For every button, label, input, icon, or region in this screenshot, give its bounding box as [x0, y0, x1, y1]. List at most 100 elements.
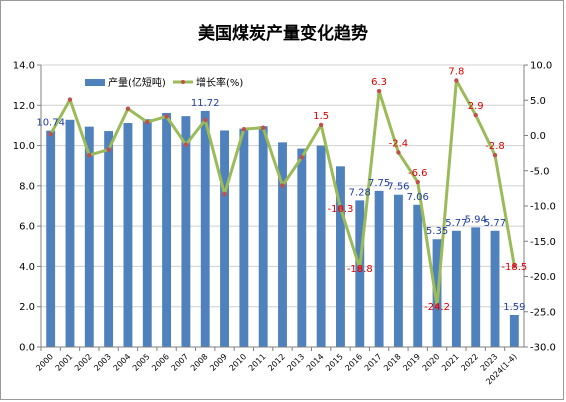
bar — [123, 123, 133, 347]
line-point — [338, 205, 343, 211]
line-point — [48, 131, 53, 137]
bar-value-label: 7.56 — [387, 182, 409, 193]
line-point — [183, 142, 189, 147]
bar — [200, 110, 210, 347]
legend-bar-label: 产量(亿短吨) — [108, 76, 166, 89]
line-point — [454, 78, 459, 83]
right-tick-label: -10.0 — [530, 202, 556, 213]
x-tick-label: 2006 — [150, 352, 171, 373]
right-tick-label: -30.0 — [530, 343, 556, 354]
line-point — [396, 150, 401, 155]
bar — [104, 131, 114, 347]
bar-value-label: 7.75 — [368, 178, 390, 189]
x-tick-label: 2011 — [247, 352, 268, 373]
bar-value-label: 5.35 — [426, 226, 448, 237]
x-tick-label: 2022 — [459, 352, 480, 373]
bar-series — [46, 110, 519, 347]
line-point — [125, 106, 131, 111]
line-value-label: 1.5 — [313, 111, 329, 122]
line-point — [357, 265, 362, 271]
x-tick-label: 2008 — [189, 352, 210, 373]
x-tick-label: 2015 — [324, 352, 345, 373]
line-value-label: 6.3 — [371, 77, 387, 88]
legend-line-label: 增长率(%) — [196, 76, 243, 89]
bar — [181, 116, 191, 347]
x-tick-label: 2007 — [170, 352, 191, 373]
bar — [162, 112, 172, 347]
x-tick-label: 2016 — [343, 352, 364, 373]
bar — [413, 204, 423, 347]
bar — [297, 148, 307, 347]
bar — [451, 230, 461, 347]
line-point — [241, 126, 247, 132]
line-point — [87, 153, 92, 158]
right-tick-label: 10.0 — [530, 61, 552, 72]
line-point — [318, 122, 324, 128]
line-point — [512, 263, 517, 269]
line-point — [222, 191, 227, 197]
left-tick-label: 6.0 — [19, 222, 35, 233]
bar-value-label: 5.77 — [445, 218, 467, 229]
line-point — [473, 112, 478, 118]
line-point — [67, 97, 73, 102]
line-point — [376, 88, 382, 94]
bar-value-label: 7.06 — [407, 192, 429, 203]
left-tick-label: 0.0 — [19, 343, 35, 354]
left-tick-label: 2.0 — [19, 302, 35, 313]
line-point — [280, 183, 285, 188]
x-tick-label: 2017 — [363, 352, 384, 373]
x-tick-label: 2003 — [92, 352, 113, 373]
bar — [355, 200, 365, 347]
line-value-label: -18.5 — [501, 262, 527, 273]
right-tick-label: 0.0 — [530, 131, 546, 142]
line-value-label: -24.2 — [424, 302, 450, 313]
right-tick-label: 5.0 — [530, 96, 546, 107]
left-tick-label: 8.0 — [19, 181, 35, 192]
left-tick-label: 14.0 — [13, 61, 35, 72]
line-point — [415, 179, 420, 185]
bar-value-label: 11.72 — [191, 98, 220, 109]
line-point — [260, 125, 266, 130]
x-tick-label: 2009 — [208, 352, 229, 373]
line-point — [299, 155, 305, 160]
line-value-label: -10.3 — [328, 204, 354, 215]
bar — [316, 145, 326, 347]
left-tick-label: 4.0 — [19, 262, 35, 273]
right-tick-label: -5.0 — [530, 166, 550, 177]
x-tick-label: 2021 — [440, 352, 461, 373]
line-value-label: 2.9 — [468, 101, 484, 112]
right-tick-label: -15.0 — [530, 237, 556, 248]
bar — [84, 126, 94, 347]
x-tick-label: 2010 — [228, 352, 249, 373]
bar-value-label: 5.77 — [484, 218, 506, 229]
bar — [239, 128, 249, 347]
bar — [65, 119, 75, 347]
bar — [258, 126, 268, 347]
line-value-label: -2.4 — [389, 138, 409, 149]
x-tick-label: 2012 — [266, 352, 287, 373]
bar — [374, 190, 384, 347]
legend-bar-swatch — [85, 79, 105, 86]
x-tick-label: 2004 — [112, 352, 133, 373]
x-tick-label: 2019 — [401, 352, 422, 373]
x-tick-label: 2001 — [54, 352, 75, 373]
left-tick-label: 12.0 — [13, 101, 35, 112]
x-tick-label: 2005 — [131, 352, 152, 373]
bar — [471, 227, 481, 347]
line-value-label: -6.6 — [408, 168, 428, 179]
chart-title: 美国煤炭产量变化趋势 — [198, 23, 368, 44]
x-tick-label: 2002 — [73, 352, 94, 373]
line-point — [434, 303, 440, 309]
right-tick-label: -25.0 — [530, 307, 556, 318]
bar — [142, 119, 152, 347]
line-point — [164, 114, 169, 119]
bar — [393, 194, 403, 347]
x-tick-label: 2000 — [34, 352, 55, 373]
bar — [336, 166, 345, 347]
data-labels: 10.7411.727.287.757.567.065.355.775.945.… — [36, 67, 527, 314]
x-tick-label: 2013 — [285, 352, 306, 373]
line-point — [106, 147, 111, 152]
line-point — [203, 117, 208, 123]
